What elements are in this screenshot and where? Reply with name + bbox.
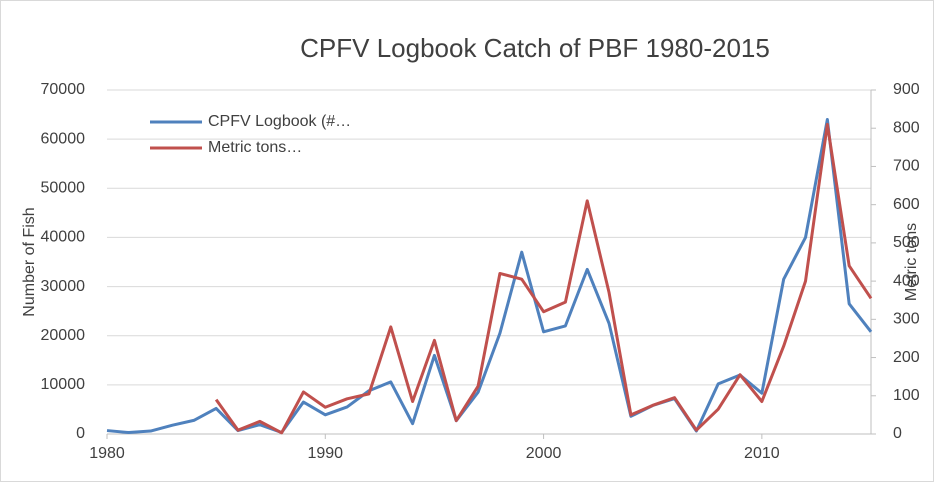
chart-title: CPFV Logbook Catch of PBF 1980-2015 — [300, 33, 770, 63]
y-tick-label: 60000 — [41, 130, 86, 147]
x-tick-label: 2000 — [526, 445, 562, 462]
y2-tick-label: 200 — [893, 349, 920, 366]
y-tick-label: 50000 — [41, 180, 86, 197]
y-tick-label: 20000 — [41, 327, 86, 344]
y2-tick-label: 500 — [893, 234, 920, 251]
y2-tick-label: 100 — [893, 387, 920, 404]
x-tick-label: 1990 — [307, 445, 343, 462]
y-tick-label: 10000 — [41, 376, 86, 393]
y2-tick-label: 300 — [893, 311, 920, 328]
x-tick-label: 1980 — [89, 445, 125, 462]
series-line — [214, 122, 873, 435]
x-tick-label: 2010 — [744, 445, 780, 462]
y2-tick-label: 600 — [893, 196, 920, 213]
y2-tick-label: 800 — [893, 119, 920, 136]
y-tick-label: 40000 — [41, 229, 86, 246]
y2-tick-label: 400 — [893, 272, 920, 289]
y2-tick-label: 900 — [893, 81, 920, 98]
y2-axis-title: Metric tons — [903, 223, 920, 301]
y-axis-title: Number of Fish — [21, 207, 38, 316]
y-tick-label: 0 — [76, 425, 85, 442]
legend-label: CPFV Logbook (#… — [208, 113, 351, 130]
y-tick-label: 70000 — [41, 81, 86, 98]
y-tick-label: 30000 — [41, 278, 86, 295]
y2-tick-label: 0 — [893, 425, 902, 442]
legend-label: Metric tons… — [208, 139, 302, 156]
y2-tick-label: 700 — [893, 158, 920, 175]
